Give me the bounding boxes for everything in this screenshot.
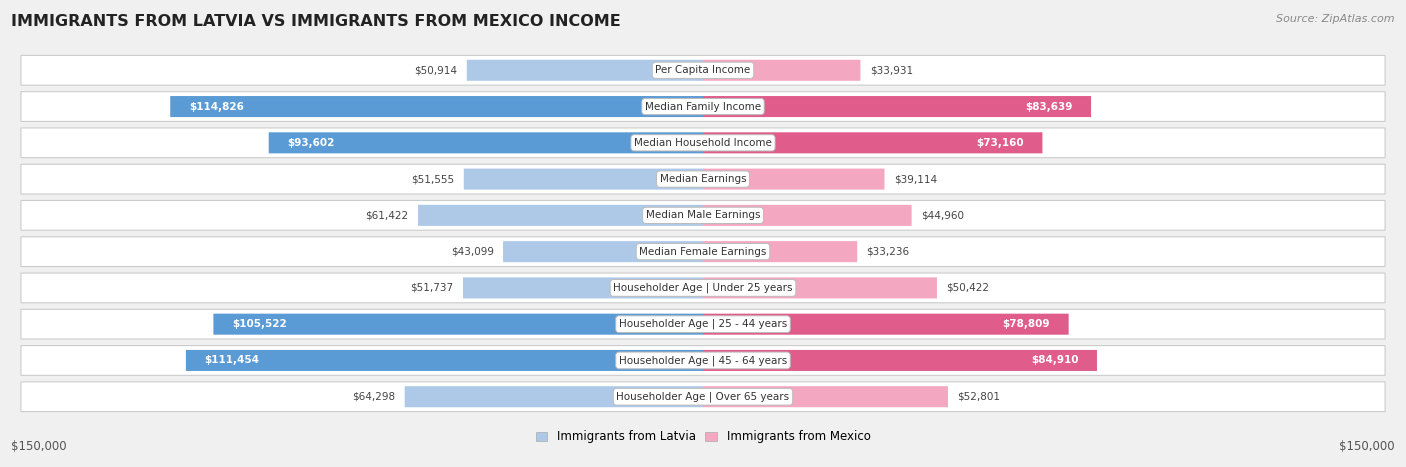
Text: $105,522: $105,522 <box>232 319 287 329</box>
Text: $61,422: $61,422 <box>366 210 409 220</box>
Text: $43,099: $43,099 <box>451 247 494 257</box>
FancyBboxPatch shape <box>418 205 703 226</box>
FancyBboxPatch shape <box>21 382 1385 411</box>
FancyBboxPatch shape <box>703 60 860 81</box>
FancyBboxPatch shape <box>21 92 1385 121</box>
FancyBboxPatch shape <box>21 346 1385 375</box>
FancyBboxPatch shape <box>269 132 703 153</box>
Text: $73,160: $73,160 <box>976 138 1024 148</box>
Text: Median Female Earnings: Median Female Earnings <box>640 247 766 257</box>
Text: $64,298: $64,298 <box>353 392 395 402</box>
Text: $50,914: $50,914 <box>415 65 457 75</box>
Text: $83,639: $83,639 <box>1025 101 1073 112</box>
Text: $84,910: $84,910 <box>1031 355 1078 366</box>
FancyBboxPatch shape <box>464 169 703 190</box>
Text: $78,809: $78,809 <box>1002 319 1050 329</box>
FancyBboxPatch shape <box>214 314 703 335</box>
Text: $111,454: $111,454 <box>204 355 260 366</box>
Text: Median Male Earnings: Median Male Earnings <box>645 210 761 220</box>
Text: Median Household Income: Median Household Income <box>634 138 772 148</box>
Text: Per Capita Income: Per Capita Income <box>655 65 751 75</box>
Text: Householder Age | 25 - 44 years: Householder Age | 25 - 44 years <box>619 319 787 329</box>
Text: $33,236: $33,236 <box>866 247 910 257</box>
Text: $52,801: $52,801 <box>957 392 1000 402</box>
FancyBboxPatch shape <box>703 205 911 226</box>
FancyBboxPatch shape <box>21 200 1385 230</box>
FancyBboxPatch shape <box>21 128 1385 158</box>
Text: Source: ZipAtlas.com: Source: ZipAtlas.com <box>1277 14 1395 24</box>
FancyBboxPatch shape <box>703 386 948 407</box>
Legend: Immigrants from Latvia, Immigrants from Mexico: Immigrants from Latvia, Immigrants from … <box>531 425 875 448</box>
FancyBboxPatch shape <box>21 164 1385 194</box>
Text: $50,422: $50,422 <box>946 283 990 293</box>
FancyBboxPatch shape <box>186 350 703 371</box>
FancyBboxPatch shape <box>463 277 703 298</box>
Text: $44,960: $44,960 <box>921 210 965 220</box>
Text: Householder Age | 45 - 64 years: Householder Age | 45 - 64 years <box>619 355 787 366</box>
FancyBboxPatch shape <box>467 60 703 81</box>
FancyBboxPatch shape <box>703 96 1091 117</box>
FancyBboxPatch shape <box>170 96 703 117</box>
FancyBboxPatch shape <box>405 386 703 407</box>
FancyBboxPatch shape <box>703 132 1042 153</box>
Text: Median Family Income: Median Family Income <box>645 101 761 112</box>
FancyBboxPatch shape <box>703 169 884 190</box>
Text: IMMIGRANTS FROM LATVIA VS IMMIGRANTS FROM MEXICO INCOME: IMMIGRANTS FROM LATVIA VS IMMIGRANTS FRO… <box>11 14 621 29</box>
Text: Householder Age | Under 25 years: Householder Age | Under 25 years <box>613 283 793 293</box>
FancyBboxPatch shape <box>703 350 1097 371</box>
Text: $39,114: $39,114 <box>894 174 936 184</box>
FancyBboxPatch shape <box>21 309 1385 339</box>
FancyBboxPatch shape <box>503 241 703 262</box>
FancyBboxPatch shape <box>703 241 858 262</box>
Text: $150,000: $150,000 <box>1339 440 1395 453</box>
FancyBboxPatch shape <box>703 277 936 298</box>
Text: $93,602: $93,602 <box>287 138 335 148</box>
Text: $114,826: $114,826 <box>188 101 243 112</box>
FancyBboxPatch shape <box>703 314 1069 335</box>
Text: Median Earnings: Median Earnings <box>659 174 747 184</box>
FancyBboxPatch shape <box>21 273 1385 303</box>
Text: $51,737: $51,737 <box>411 283 454 293</box>
Text: $51,555: $51,555 <box>412 174 454 184</box>
Text: $33,931: $33,931 <box>870 65 912 75</box>
FancyBboxPatch shape <box>21 56 1385 85</box>
Text: $150,000: $150,000 <box>11 440 67 453</box>
Text: Householder Age | Over 65 years: Householder Age | Over 65 years <box>616 391 790 402</box>
FancyBboxPatch shape <box>21 237 1385 267</box>
